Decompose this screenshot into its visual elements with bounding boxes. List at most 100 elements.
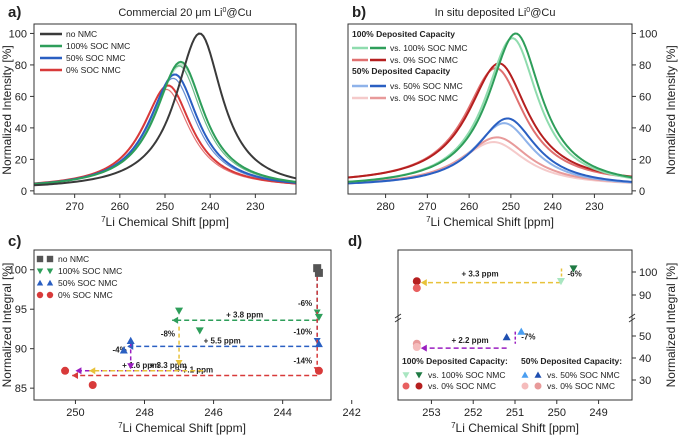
panel-b-legend: 100% Deposited Capacity 50% Deposited Cap… [352,29,467,103]
legend-label: vs. 0% SOC NMC [390,93,458,103]
drop-label: -10% [293,327,312,336]
panel-b-xtick-label: 230 [585,201,603,213]
drop-label: -4% [112,345,126,354]
panel-a-ytick-label: 60 [15,91,27,103]
legend-label: vs. 100% SOC NMC [390,43,467,53]
data-point [314,339,323,348]
legend-label: 100% SOC NMC [58,266,122,276]
panel-b-frame [347,23,633,195]
data-point [412,284,421,293]
axis-break [394,313,402,319]
panel-b-xtick-label: 270 [418,201,436,213]
panel-c-frame [33,249,332,401]
shift-arrow-head [89,367,96,375]
legend-label: 50% SOC NMC [58,278,118,288]
axis-break [628,313,636,319]
drop-label: -6% [298,299,312,308]
panel-a-xtick-label: 230 [246,201,264,213]
panel-d-ytick-label: 100 [639,267,657,279]
panel-a-ylabel: Normalized Intensity [%] [0,45,14,174]
panel-c-xtick-label: 244 [273,407,291,419]
panel-c-ytick-label: 100 [9,265,27,277]
panel-d-ylabel: Normalized Integral [%] [664,263,678,388]
data-point [569,265,578,273]
axis-break [628,317,636,323]
panel-a-label: a) [8,4,21,21]
legend-marker [46,268,54,275]
legend-marker [46,291,54,299]
panel-c-xtick-label: 250 [66,407,84,419]
drop-label: -6% [568,270,582,279]
panel-a-legend: no NMC 100% SOC NMC 50% SOC NMC 0% SOC NMC [40,29,130,75]
drop-label: -14% [293,357,312,366]
shift-label: + 5.5 ppm [204,336,241,345]
panel-b-y-ticks: 0 20 40 60 80 100 [632,28,657,198]
panel-d-plot-area: + 3.3 ppm -6% + 2.2 ppm -7% [394,265,636,352]
panel-c-ytick-label: 90 [15,344,27,356]
panel-d: d) + 3.3 ppm -6% + 2.2 ppm -7% 253 252 251 250… [348,233,678,435]
drop-arrow-head [127,363,135,370]
legend-marker-dark [534,382,542,390]
panel-d-ytick-label: 40 [639,353,651,365]
legend-marker [36,255,44,263]
legend-label: vs. 50% SOC NMC [390,81,463,91]
panel-d-ytick-label: 50 [639,331,651,343]
panel-b-xtick-label: 260 [460,201,478,213]
panel-a-y-ticks: 0 20 40 60 80 100 [9,28,34,198]
series-line-0-soc-nmc [33,84,297,185]
legend-marker-dark [415,372,423,379]
panel-c-ytick-label: 95 [15,304,27,316]
data-point [314,313,323,322]
shift-label: + 3.8 ppm [226,310,263,319]
panel-c-xtick-label: 246 [204,407,222,419]
panel-a-xlabel: 7Li Chemical Shift [ppm] [101,215,229,229]
legend-label: vs. 0% SOC NMC [547,381,615,391]
panel-d-xtick-label: 251 [506,407,524,419]
panel-a-plot-area [33,32,297,187]
legend-marker-light [402,372,410,379]
data-point [556,278,565,286]
panel-d-legend: 100% Deposited Capacity: 50% Deposited Ca… [402,356,622,391]
panel-a-ytick-label: 80 [15,60,27,72]
panel-b-x-ticks: 280 270 260 250 240 230 [376,194,604,213]
series-line [347,32,633,183]
panel-c-legend: no NMC 100% SOC NMC 50% SOC NMC 0% SOC NMC [36,254,122,300]
data-point [61,366,70,375]
panel-b-xtick-label: 250 [502,201,520,213]
panel-b-label: b) [352,4,366,21]
panel-c-xtick-label: 248 [135,407,153,419]
legend-label: vs. 0% SOC NMC [428,381,496,391]
legend-label: 0% SOC NMC [58,290,113,300]
drop-arrow-head [175,360,183,367]
series-line [347,62,633,179]
panel-d-xtick-label: 250 [548,407,566,419]
data-point [502,333,511,341]
panel-c: c) + 3.8 ppm + 5.5 ppm + 7.1 ppm + 1.6 ppm+… [0,233,361,435]
panel-c-x-ticks: 250 248 246 244 242 [66,400,361,419]
panel-c-xlabel: 7Li Chemical Shift [ppm] [118,421,246,435]
panel-d-xtick-label: 252 [464,407,482,419]
panel-b-title: In situ deposited Li0@Cu [435,7,556,19]
panel-b: b) In situ deposited Li0@Cu 280 270 260 250… [347,4,678,229]
panel-a-xtick-label: 270 [65,201,83,213]
legend-header: 50% Deposited Capacity: [521,356,622,366]
panel-a-xtick-label: 260 [111,201,129,213]
shift-arrow-head [420,279,427,287]
panel-b-xtick-label: 280 [376,201,394,213]
panel-d-y-ticks: 30 40 50 90 100 [632,267,657,387]
legend-marker [46,255,54,263]
panel-c-plot-area: + 3.8 ppm + 5.5 ppm + 7.1 ppm + 1.6 ppm+ 3.… [61,264,323,389]
panel-c-xtick-label: 242 [343,407,361,419]
panel-a-ytick-label: 20 [15,154,27,166]
shift-arrow-head [75,367,82,375]
panel-a-ytick-label: 100 [9,28,27,40]
legend-marker-light [402,382,410,390]
data-point [412,277,421,286]
legend-label: vs. 50% SOC NMC [547,370,620,380]
shift-arrow-head [71,372,78,380]
panel-b-ytick-label: 80 [639,60,651,72]
data-point [175,307,184,315]
axis-break [394,317,402,323]
legend-marker [36,291,44,299]
